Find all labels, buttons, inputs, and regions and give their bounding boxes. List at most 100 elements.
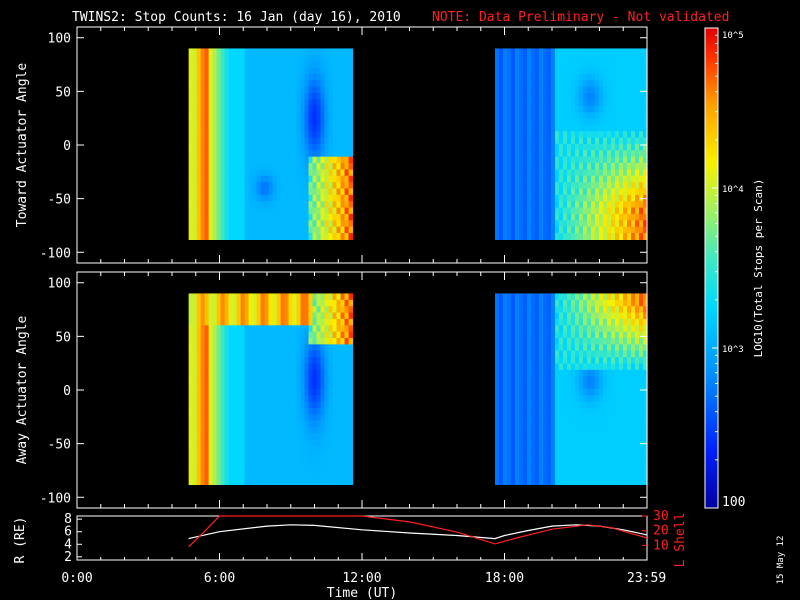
heatmap-cell <box>312 439 318 447</box>
heatmap-cell <box>332 433 338 441</box>
heatmap-cell <box>220 175 226 183</box>
heatmap-cell <box>643 201 648 209</box>
heatmap-cell <box>575 439 580 447</box>
heatmap-cell <box>272 48 278 56</box>
heatmap-cell <box>515 325 520 333</box>
heatmap-cell <box>547 233 552 240</box>
heatmap-cell <box>631 325 636 333</box>
heatmap-cell <box>535 357 540 365</box>
heatmap-cell <box>188 452 194 460</box>
heatmap-cell <box>248 233 254 240</box>
heatmap-cell <box>523 350 528 358</box>
heatmap-cell <box>272 369 278 377</box>
heatmap-cell <box>595 220 600 228</box>
heatmap-cell <box>599 169 604 177</box>
heatmap-cell <box>503 357 508 365</box>
heatmap-cell <box>603 131 608 139</box>
heatmap-cell <box>563 207 568 215</box>
heatmap-cell <box>336 73 342 81</box>
heatmap-cell <box>583 293 588 301</box>
heatmap-cell <box>631 86 636 94</box>
heatmap-cell <box>635 331 640 339</box>
heatmap-cell <box>344 220 350 228</box>
heatmap-cell <box>591 446 596 454</box>
heatmap-cell <box>639 325 644 333</box>
heatmap-cell <box>328 194 334 202</box>
heatmap-cell <box>599 382 604 390</box>
heatmap-cell <box>192 458 198 466</box>
heatmap-cell <box>639 163 644 170</box>
heatmap-cell <box>192 299 198 307</box>
heatmap-cell <box>228 401 234 409</box>
heatmap-cell <box>324 194 330 202</box>
heatmap-cell <box>244 325 250 333</box>
heatmap-cell <box>519 169 524 177</box>
left-tick-label: 2 <box>64 550 72 565</box>
heatmap-cell <box>212 80 218 88</box>
heatmap-cell <box>280 112 286 120</box>
heatmap-cell <box>543 150 548 158</box>
heatmap-cell <box>627 363 632 371</box>
heatmap-cell <box>312 137 318 145</box>
heatmap-cell <box>324 478 330 485</box>
heatmap-cell <box>599 105 604 113</box>
heatmap-cell <box>603 395 608 403</box>
heatmap-cell <box>575 86 580 94</box>
heatmap-cell <box>631 350 636 358</box>
heatmap-cell <box>236 93 242 100</box>
heatmap-cell <box>531 188 536 196</box>
heatmap-cell <box>192 350 198 358</box>
heatmap-cell <box>511 112 516 120</box>
heatmap-cell <box>523 124 528 132</box>
heatmap-cell <box>312 478 318 485</box>
heatmap-cell <box>599 112 604 120</box>
heatmap-cell <box>519 369 524 377</box>
heatmap-cell <box>591 137 596 145</box>
heatmap-cell <box>535 401 540 409</box>
heatmap-cell <box>551 80 556 88</box>
heatmap-cell <box>551 156 556 164</box>
heatmap-cell <box>503 150 508 158</box>
heatmap-cell <box>599 124 604 132</box>
heatmap-cell <box>244 312 250 320</box>
heatmap-cell <box>188 388 194 396</box>
heatmap-cell <box>192 61 198 69</box>
heatmap-cell <box>260 427 266 435</box>
heatmap-cell <box>623 188 628 196</box>
heatmap-cell <box>619 220 624 228</box>
heatmap-cell <box>328 465 334 473</box>
heatmap-cell <box>292 452 298 460</box>
heatmap-cell <box>228 357 234 365</box>
heatmap-cell <box>639 414 644 422</box>
heatmap-cell <box>631 293 636 301</box>
heatmap-cell <box>252 99 258 107</box>
heatmap-cell <box>583 401 588 409</box>
heatmap-cell <box>535 207 540 215</box>
heatmap-cell <box>555 213 560 221</box>
heatmap-cell <box>563 312 568 320</box>
heatmap-cell <box>635 86 640 94</box>
heatmap-cell <box>208 382 214 390</box>
preliminary-note: NOTE: Data Preliminary - Not validated <box>432 10 729 25</box>
heatmap-cell <box>571 73 576 81</box>
heatmap-cell <box>256 175 262 183</box>
heatmap-cell <box>248 363 254 371</box>
heatmap-cell <box>535 478 540 485</box>
heatmap-cell <box>615 118 620 126</box>
heatmap-cell <box>220 306 226 314</box>
heatmap-cell <box>212 207 218 215</box>
heatmap-cell <box>252 325 258 333</box>
heatmap-cell <box>563 220 568 228</box>
heatmap-cell <box>543 299 548 307</box>
heatmap-cell <box>615 207 620 215</box>
heatmap-cell <box>300 137 306 145</box>
heatmap-cell <box>627 213 632 221</box>
heatmap-cell <box>523 344 528 352</box>
heatmap-cell <box>284 163 290 170</box>
heatmap-cell <box>260 338 266 345</box>
heatmap-cell <box>236 99 242 107</box>
heatmap-cell <box>567 338 572 345</box>
heatmap-cell <box>300 99 306 107</box>
heatmap-cell <box>499 99 504 107</box>
